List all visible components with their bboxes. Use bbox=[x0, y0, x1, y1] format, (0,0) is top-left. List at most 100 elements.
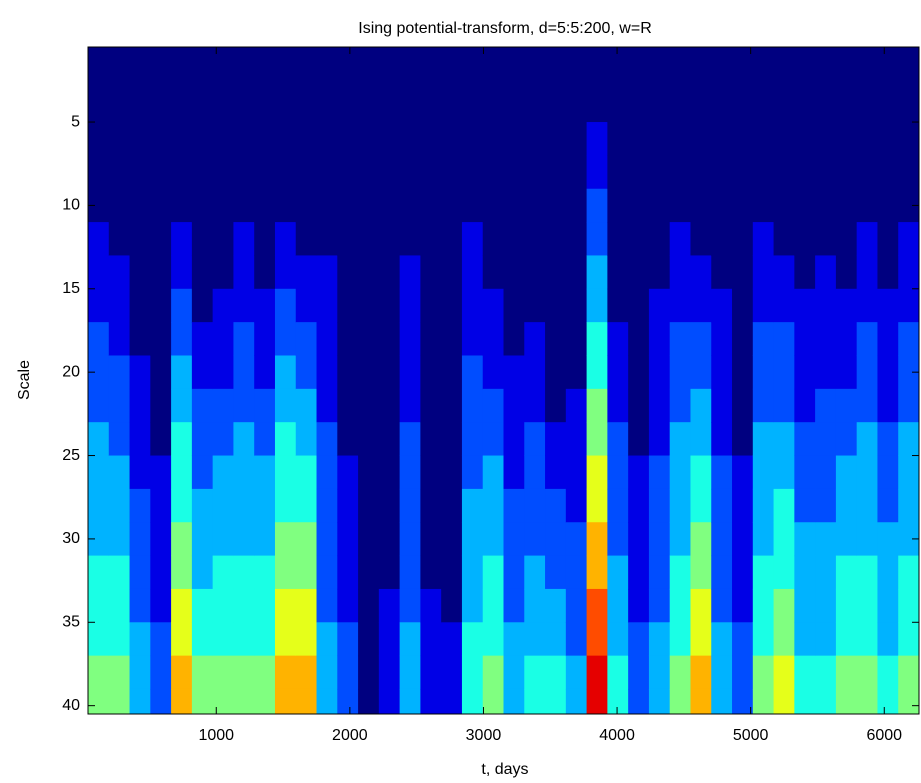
heatmap-cell bbox=[441, 688, 463, 715]
heatmap-cell bbox=[545, 322, 567, 356]
heatmap-cell bbox=[88, 155, 110, 190]
heatmap-cell bbox=[295, 522, 318, 557]
heatmap-cell bbox=[337, 188, 359, 223]
heatmap-cell bbox=[191, 122, 214, 156]
heatmap-cell bbox=[628, 655, 650, 690]
heatmap-cell bbox=[586, 588, 608, 623]
heatmap-cell bbox=[358, 688, 380, 715]
heatmap-cell bbox=[295, 622, 318, 657]
heatmap-cell bbox=[129, 655, 151, 690]
heatmap-cell bbox=[877, 88, 899, 123]
heatmap-cell bbox=[399, 655, 421, 690]
heatmap-cell bbox=[274, 555, 297, 590]
heatmap-cell bbox=[524, 222, 546, 256]
heatmap-cell bbox=[877, 322, 899, 356]
heatmap-cell bbox=[399, 388, 421, 423]
heatmap-cell bbox=[378, 455, 401, 490]
heatmap-cell bbox=[378, 122, 401, 156]
heatmap-cell bbox=[254, 655, 276, 690]
heatmap-cell bbox=[108, 288, 131, 323]
heatmap-cell bbox=[461, 255, 484, 290]
heatmap-cell bbox=[856, 588, 878, 623]
heatmap-cell bbox=[898, 88, 920, 123]
heatmap-cell bbox=[856, 488, 878, 523]
heatmap-cell bbox=[524, 155, 546, 190]
heatmap-cell bbox=[295, 155, 318, 190]
heatmap-cell bbox=[815, 688, 837, 715]
heatmap-cell bbox=[835, 222, 858, 256]
heatmap-cell bbox=[254, 355, 276, 390]
heatmap-cell bbox=[586, 688, 608, 715]
plot-frame bbox=[87, 46, 920, 715]
heatmap-cell bbox=[773, 588, 795, 623]
heatmap-cell bbox=[628, 555, 650, 590]
heatmap-cell bbox=[420, 222, 442, 256]
heatmap-cell bbox=[815, 88, 837, 123]
heatmap-cell bbox=[358, 555, 380, 590]
heatmap-cell bbox=[732, 322, 754, 356]
heatmap-cell bbox=[835, 588, 858, 623]
heatmap-cell bbox=[337, 555, 359, 590]
heatmap-cell bbox=[482, 288, 504, 323]
heatmap-cell bbox=[337, 288, 359, 323]
heatmap-cell bbox=[586, 522, 608, 557]
heatmap-cell bbox=[191, 88, 214, 123]
heatmap-cell bbox=[316, 422, 338, 457]
heatmap-cell bbox=[648, 655, 671, 690]
heatmap-cell bbox=[212, 47, 234, 90]
heatmap-cell bbox=[358, 422, 380, 457]
heatmap-cell bbox=[565, 555, 588, 590]
heatmap-cell bbox=[773, 322, 795, 356]
heatmap-cell bbox=[337, 322, 359, 356]
heatmap-cell bbox=[732, 47, 754, 90]
heatmap-cell bbox=[690, 47, 712, 90]
heatmap-cell bbox=[233, 555, 255, 590]
heatmap-cell bbox=[856, 622, 878, 657]
heatmap-cell bbox=[752, 188, 775, 223]
heatmap-cell bbox=[108, 588, 131, 623]
heatmap-cell bbox=[212, 655, 234, 690]
heatmap-cell bbox=[108, 188, 131, 223]
heatmap-cell bbox=[129, 455, 151, 490]
heatmap-cell bbox=[150, 655, 172, 690]
heatmap-cell bbox=[815, 622, 837, 657]
heatmap-cell bbox=[420, 255, 442, 290]
heatmap-cell bbox=[545, 688, 567, 715]
heatmap-cell bbox=[233, 222, 255, 256]
heatmap-cell bbox=[628, 322, 650, 356]
heatmap-cell bbox=[420, 47, 442, 90]
heatmap-cell bbox=[794, 422, 816, 457]
heatmap-cell bbox=[565, 522, 588, 557]
heatmap-cell bbox=[108, 688, 131, 715]
heatmap-cell bbox=[337, 255, 359, 290]
heatmap-cell bbox=[482, 655, 504, 690]
heatmap-cell bbox=[191, 47, 214, 90]
heatmap-cell bbox=[503, 422, 525, 457]
heatmap-cell bbox=[461, 155, 484, 190]
heatmap-cell bbox=[171, 288, 193, 323]
heatmap-cell bbox=[108, 88, 131, 123]
heatmap-cell bbox=[815, 655, 837, 690]
heatmap-cell bbox=[295, 688, 318, 715]
heatmap-cell bbox=[337, 588, 359, 623]
heatmap-cell bbox=[732, 455, 754, 490]
heatmap-cell bbox=[88, 688, 110, 715]
heatmap-cell bbox=[441, 188, 463, 223]
heatmap-cell bbox=[835, 188, 858, 223]
heatmap-cell bbox=[274, 47, 297, 90]
heatmap-cell bbox=[337, 388, 359, 423]
heatmap-cell bbox=[358, 88, 380, 123]
heatmap-cell bbox=[586, 322, 608, 356]
heatmap-cell bbox=[358, 522, 380, 557]
heatmap-cell bbox=[212, 255, 234, 290]
heatmap-cell bbox=[898, 188, 920, 223]
heatmap-cell bbox=[108, 655, 131, 690]
heatmap-cell bbox=[316, 288, 338, 323]
heatmap-cell bbox=[461, 522, 484, 557]
heatmap-cell bbox=[711, 488, 733, 523]
heatmap-cell bbox=[856, 122, 878, 156]
heatmap-cell bbox=[358, 122, 380, 156]
heatmap-cell bbox=[254, 388, 276, 423]
heatmap-cell bbox=[752, 322, 775, 356]
heatmap-cell bbox=[628, 47, 650, 90]
